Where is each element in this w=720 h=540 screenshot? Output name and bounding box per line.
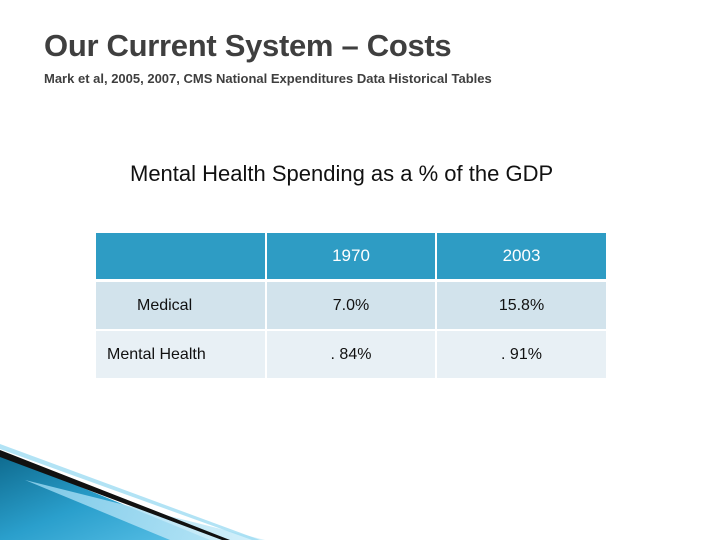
cell-mental-health-1970: . 84% (267, 331, 435, 378)
header-cell-2003: 2003 (437, 233, 606, 279)
cell-mental-health-2003: . 91% (437, 331, 606, 378)
header-cell-empty (96, 233, 265, 279)
header-cell-1970: 1970 (267, 233, 435, 279)
decoration-stripe (0, 450, 230, 540)
cell-medical-2003: 15.8% (437, 282, 606, 329)
cell-medical-1970: 7.0% (267, 282, 435, 329)
slide-subtitle: Mark et al, 2005, 2007, CMS National Exp… (44, 71, 492, 86)
table-caption: Mental Health Spending as a % of the GDP (130, 161, 554, 186)
table-header-row: 1970 2003 (96, 233, 606, 279)
table-row: Mental Health . 84% . 91% (96, 331, 606, 378)
row-label-medical: Medical (96, 282, 265, 329)
decoration-stripe-light (0, 444, 260, 540)
slide-title: Our Current System – Costs (44, 28, 452, 63)
corner-decoration (0, 444, 265, 540)
row-label-mental-health: Mental Health (96, 331, 265, 378)
table-row: Medical 7.0% 15.8% (96, 282, 606, 329)
